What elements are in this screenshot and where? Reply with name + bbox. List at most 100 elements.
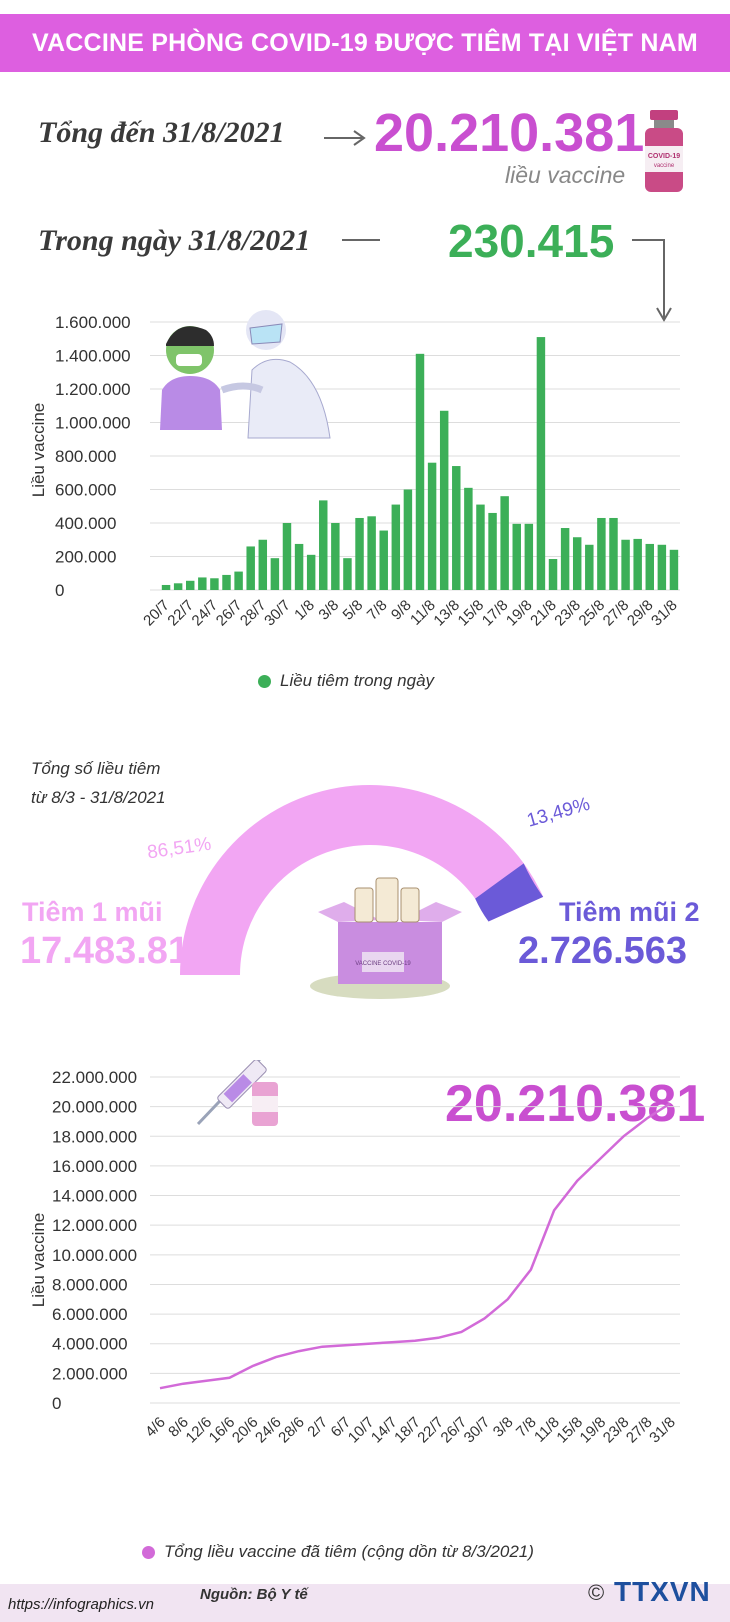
bar-x-tick-label: 30/7 (261, 597, 294, 630)
daily-legend-text: Liều tiêm trong ngày (280, 671, 435, 690)
source-note: Nguồn: Bộ Y tế (200, 1586, 308, 1603)
daily-bar (403, 489, 413, 590)
legend-green-dot (258, 674, 271, 688)
daily-bar (585, 544, 594, 590)
cumulative-legend-text: Tổng liều vaccine đã tiêm (cộng dồn từ 8… (164, 1542, 534, 1561)
line-x-tick-label: 4/6 (142, 1414, 169, 1441)
gauge-segment-dose1 (180, 784, 544, 975)
svg-text:vaccine: vaccine (654, 163, 675, 169)
bar-y-axis-label: Liều vaccine (29, 403, 48, 498)
bar-x-tick-label: 5/8 (340, 597, 367, 624)
daily-bar (355, 517, 364, 590)
daily-bar (234, 571, 243, 590)
daily-bar (282, 523, 292, 590)
line-y-tick-label: 8.000.000 (52, 1275, 128, 1294)
dose1-percent: 86,51% (146, 834, 213, 864)
line-y-tick-label: 2.000.000 (52, 1364, 128, 1383)
total-value: 20.210.381 (374, 103, 645, 163)
line-y-tick-label: 22.000.000 (52, 1068, 137, 1087)
vial-label: COVID-19 (648, 153, 680, 160)
line-x-tick-label: 31/8 (646, 1414, 679, 1447)
daily-bar (548, 559, 558, 590)
daily-bar (524, 523, 534, 590)
bar-x-tick-label: 1/8 (291, 597, 318, 624)
daily-bar (512, 523, 521, 590)
daily-bar (343, 558, 352, 590)
day-value: 230.415 (448, 215, 615, 267)
daily-bar (210, 578, 219, 590)
daily-bar (464, 487, 473, 590)
line-y-axis-label: Liều vaccine (29, 1213, 48, 1308)
daily-bar (379, 530, 388, 590)
daily-bar (294, 543, 304, 590)
daily-bar (633, 538, 642, 590)
daily-doses-bar-chart: 0 200.000 400.000 600.000 800.000 1.000.000 1.… (29, 310, 681, 630)
cumulative-legend: Tổng liều vaccine đã tiêm (cộng dồn từ 8… (142, 1542, 534, 1562)
line-y-tick-label: 12.000.000 (52, 1216, 137, 1235)
daily-bar (621, 539, 630, 590)
daily-bar (198, 577, 207, 590)
arrow-down-icon (632, 239, 672, 322)
vaccine-box-illustration: VACCINE COVID-19 (310, 877, 462, 999)
daily-bar (427, 462, 437, 590)
daily-bar (246, 546, 255, 590)
daily-bar (331, 523, 340, 590)
daily-legend: Liều tiêm trong ngày (258, 671, 434, 691)
line-y-tick-label: 14.000.000 (52, 1187, 137, 1206)
bar-x-tick-label: 31/8 (648, 597, 681, 630)
line-x-tick-label: 3/8 (490, 1414, 517, 1441)
daily-bar (367, 516, 376, 590)
dose1-value: 17.483.818 (20, 930, 211, 972)
daily-bar (609, 517, 618, 590)
daily-bar (536, 337, 546, 590)
bar-y-tick-label: 200.000 (55, 548, 116, 567)
daily-bar (560, 528, 570, 590)
daily-bar (258, 539, 268, 590)
bar-y-tick-label: 800.000 (55, 447, 116, 466)
gauge-segment-dose2 (475, 863, 544, 922)
daily-bar (452, 466, 461, 590)
gauge-title-line2: từ 8/3 - 31/8/2021 (31, 788, 166, 807)
syringe-illustration (196, 1060, 278, 1126)
daily-bar (645, 543, 654, 590)
daily-bar (391, 504, 401, 590)
bar-y-tick-label: 1.200.000 (55, 380, 131, 399)
daily-bar (161, 584, 171, 590)
daily-bar (657, 544, 667, 590)
gauge-title-line1: Tổng số liều tiêm (31, 759, 161, 778)
header-banner: VACCINE PHÒNG COVID-19 ĐƯỢC TIÊM TẠI VIỆ… (0, 14, 730, 72)
daily-bar (488, 512, 497, 590)
arrow-right-icon (324, 130, 366, 146)
line-x-tick-label: 30/7 (461, 1414, 494, 1447)
line-y-tick-label: 4.000.000 (52, 1335, 128, 1354)
bar-y-tick-label: 0 (55, 581, 64, 600)
dose-split-gauge: 86,51% 13,49% VACCINE COVID-19 (146, 784, 593, 999)
daily-bar (186, 580, 195, 590)
daily-bar (500, 496, 509, 590)
bar-y-tick-label: 1.000.000 (55, 414, 131, 433)
dash-connector (342, 239, 380, 241)
page-title: VACCINE PHÒNG COVID-19 ĐƯỢC TIÊM TẠI VIỆ… (32, 28, 698, 57)
daily-bar (306, 554, 316, 590)
dose2-label: Tiêm mũi 2 (559, 897, 700, 927)
daily-bar (476, 504, 485, 590)
dose2-percent: 13,49% (525, 794, 593, 832)
bar-x-tick-label: 3/8 (315, 597, 342, 624)
daily-bar (669, 549, 679, 590)
line-x-tick-label: 2/7 (304, 1414, 331, 1441)
daily-bar (270, 558, 280, 590)
vaccine-vial-icon: COVID-19 vaccine (645, 110, 683, 192)
copyright-icon: © (588, 1580, 605, 1605)
daily-bar (415, 353, 425, 590)
gauge-title: Tổng số liều tiêm từ 8/3 - 31/8/2021 (31, 754, 166, 812)
legend-pink-dot (142, 1545, 155, 1559)
daily-bar (222, 574, 231, 590)
bar-x-tick-label: 7/8 (364, 597, 391, 624)
line-x-tick-label: 28/6 (275, 1414, 308, 1447)
cumulative-total: 20.210.381 (445, 1075, 706, 1133)
footer-bar (0, 1584, 730, 1622)
line-y-tick-label: 10.000.000 (52, 1246, 137, 1265)
line-y-tick-label: 18.000.000 (52, 1127, 137, 1146)
source-url[interactable]: https://infographics.vn (8, 1596, 154, 1613)
daily-bar (319, 500, 328, 590)
